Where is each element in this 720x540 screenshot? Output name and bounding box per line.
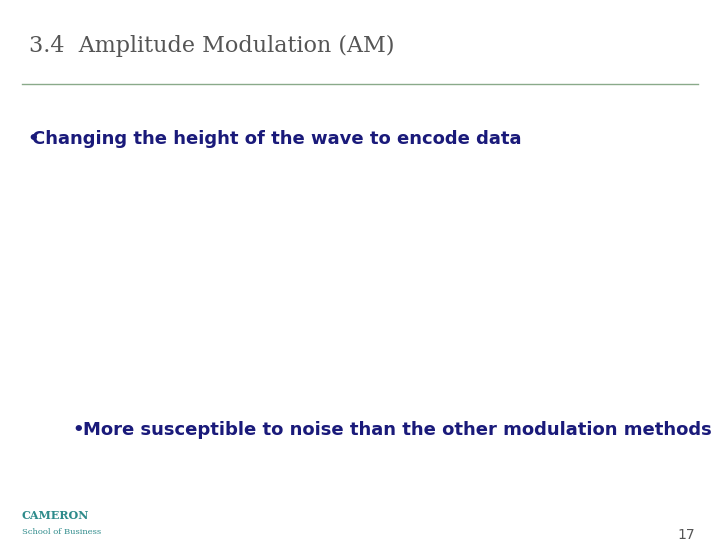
- Text: 17: 17: [678, 528, 695, 540]
- Text: CAMERON: CAMERON: [22, 510, 89, 521]
- Text: Changing the height of the wave to encode data: Changing the height of the wave to encod…: [32, 130, 522, 147]
- Text: School of Business: School of Business: [22, 528, 101, 536]
- Text: More susceptible to noise than the other modulation methods: More susceptible to noise than the other…: [83, 421, 711, 439]
- Text: •: •: [27, 130, 39, 147]
- Text: •: •: [72, 421, 84, 439]
- Text: 3.4  Amplitude Modulation (AM): 3.4 Amplitude Modulation (AM): [29, 35, 395, 57]
